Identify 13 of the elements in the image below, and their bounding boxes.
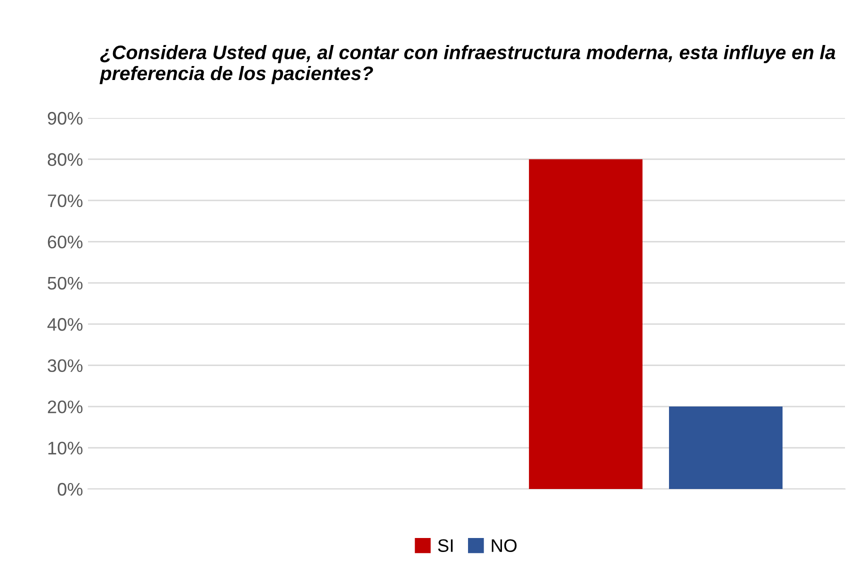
legend-label: SI xyxy=(438,539,453,552)
y-tick-label: 40% xyxy=(47,318,82,331)
y-tick-label: 10% xyxy=(48,442,82,454)
chart-title: ¿Considera Usted que, al contar con infraestructura moderna, esta influye en la preferencia de los pacientes? xyxy=(100,45,836,84)
legend-label: NO xyxy=(492,539,517,552)
y-tick-label: 60% xyxy=(48,236,82,248)
y-tick-label: 50% xyxy=(48,276,82,290)
y-tick-label: 80% xyxy=(48,153,82,166)
y-tick-label: 70% xyxy=(48,194,82,208)
y-tick-label: 30% xyxy=(48,359,82,372)
y-tick-label: 90% xyxy=(48,112,82,125)
y-tick-label: 0% xyxy=(58,482,82,496)
y-tick-label: 20% xyxy=(48,400,82,414)
